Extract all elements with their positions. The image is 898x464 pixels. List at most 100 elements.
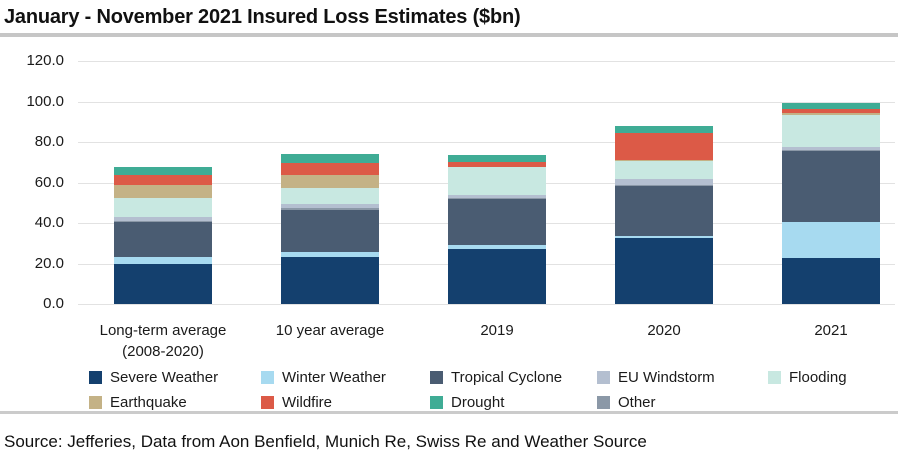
y-axis-tick-label: 20.0 — [34, 254, 64, 272]
y-axis-tick-label: 80.0 — [34, 133, 64, 150]
bar-segment-tropical-cyclone — [281, 209, 379, 253]
bar-segment-eu-windstorm — [782, 147, 880, 151]
x-axis-label-line: 2021 — [814, 322, 848, 339]
x-axis-label-line: 2019 — [480, 322, 514, 339]
bar-segment-winter-weather — [782, 221, 880, 259]
bar-segment-severe-weather — [114, 264, 212, 304]
legend-label: Winter Weather — [282, 368, 386, 386]
bar-segment-earthquake — [782, 112, 880, 115]
legend-item-earthquake: Earthquake — [89, 393, 187, 411]
legend-label: Earthquake — [110, 393, 187, 411]
bar-segment-wildfire — [615, 133, 713, 160]
bar-segment-drought — [114, 166, 212, 175]
bar-segment-winter-weather — [114, 257, 212, 265]
y-axis-tick-label: 120.0 — [26, 52, 64, 69]
y-axis-tick-label: 60.0 — [34, 173, 64, 191]
bar-segment-wildfire — [448, 161, 546, 167]
x-axis-label-line: Long-term average — [99, 322, 227, 339]
bar-segment-winter-weather — [448, 245, 546, 250]
bar-2020 — [615, 126, 713, 304]
legend-label: Tropical Cyclone — [451, 368, 563, 386]
source-attribution: Source: Jefferies, Data from Aon Benfiel… — [4, 432, 647, 451]
bar-segment-flooding — [114, 198, 212, 217]
legend-label: Drought — [451, 393, 505, 411]
x-axis-label-2019: 2019 — [387, 320, 607, 341]
bar-segment-flooding — [615, 160, 713, 180]
gridline — [78, 304, 895, 305]
gridline — [78, 101, 895, 103]
legend-swatch-earthquake — [89, 395, 102, 409]
y-axis-tick-label: 100.0 — [26, 92, 64, 110]
bar-segment-wildfire — [281, 162, 379, 175]
x-axis-label-10-year-average: 10 year average — [220, 320, 440, 341]
bar-segment-eu-windstorm — [114, 216, 212, 221]
legend-item-eu-windstorm: EU Windstorm — [597, 368, 715, 386]
bar-segment-other — [114, 220, 212, 222]
bar-segment-severe-weather — [782, 258, 880, 304]
bar-segment-earthquake — [448, 166, 546, 168]
bar-segment-drought — [281, 153, 379, 163]
bar-segment-other — [281, 208, 379, 210]
x-axis-label-line: 10 year average — [275, 322, 385, 339]
legend-swatch-winter-weather — [261, 370, 274, 384]
bar-2021 — [782, 102, 880, 304]
bar-segment-flooding — [448, 167, 546, 195]
legend-swatch-eu-windstorm — [597, 370, 610, 384]
gridline — [78, 142, 895, 143]
bar-segment-winter-weather — [615, 236, 713, 239]
legend-label: Severe Weather — [110, 368, 219, 386]
legend-label: Flooding — [789, 368, 847, 386]
bar-segment-other — [448, 197, 546, 199]
bar-segment-drought — [448, 155, 546, 162]
bar-segment-eu-windstorm — [281, 204, 379, 209]
bar-segment-earthquake — [281, 174, 379, 189]
footer-divider — [0, 411, 898, 414]
legend-item-winter-weather: Winter Weather — [261, 368, 386, 386]
bar-segment-other — [615, 185, 713, 187]
x-axis-label-2021: 2021 — [721, 320, 898, 341]
legend-item-wildfire: Wildfire — [261, 393, 332, 411]
bar-segment-drought — [782, 102, 880, 109]
legend-swatch-severe-weather — [89, 370, 102, 384]
x-axis-label-subline: (2008-2020) — [122, 343, 204, 360]
bar-segment-tropical-cyclone — [615, 186, 713, 237]
legend-swatch-flooding — [768, 370, 781, 384]
legend-item-severe-weather: Severe Weather — [89, 368, 218, 386]
legend-swatch-other — [597, 395, 610, 409]
bar-segment-drought — [615, 126, 713, 134]
legend-label: Wildfire — [282, 393, 333, 411]
bar-segment-eu-windstorm — [615, 179, 713, 186]
bar-segment-severe-weather — [615, 238, 713, 304]
bar-segment-wildfire — [114, 175, 212, 186]
bar-segment-severe-weather — [281, 257, 379, 304]
legend-swatch-wildfire — [261, 395, 274, 409]
gridline — [78, 61, 895, 62]
bar-segment-severe-weather — [448, 249, 546, 304]
legend-swatch-tropical-cyclone — [430, 370, 443, 384]
bar-segment-flooding — [281, 188, 379, 205]
legend-swatch-drought — [430, 395, 443, 409]
bar-segment-flooding — [782, 114, 880, 148]
x-axis-label-line: 2020 — [647, 322, 681, 339]
bar-2019 — [448, 155, 546, 304]
legend-item-drought: Drought — [430, 393, 504, 411]
legend-item-other: Other — [597, 393, 656, 411]
legend-item-tropical-cyclone: Tropical Cyclone — [430, 368, 562, 386]
bar-segment-earthquake — [615, 159, 713, 161]
bar-segment-tropical-cyclone — [782, 151, 880, 222]
bar-segment-winter-weather — [281, 252, 379, 258]
bar-segment-wildfire — [782, 108, 880, 113]
x-axis-label-long-term-average: Long-term average (2008-2020) — [53, 320, 273, 362]
legend-label: Other — [618, 393, 656, 411]
bar-segment-tropical-cyclone — [448, 198, 546, 246]
bar-segment-other — [782, 150, 880, 152]
chart-title: January - November 2021 Insured Loss Est… — [4, 6, 521, 28]
title-divider — [0, 33, 898, 37]
bar-segment-earthquake — [114, 185, 212, 199]
legend-label: EU Windstorm — [618, 368, 715, 386]
y-axis-tick-label: 0.0 — [43, 295, 64, 312]
x-axis-label-2020: 2020 — [554, 320, 774, 341]
bar-segment-tropical-cyclone — [114, 221, 212, 258]
bar-segment-eu-windstorm — [448, 194, 546, 198]
